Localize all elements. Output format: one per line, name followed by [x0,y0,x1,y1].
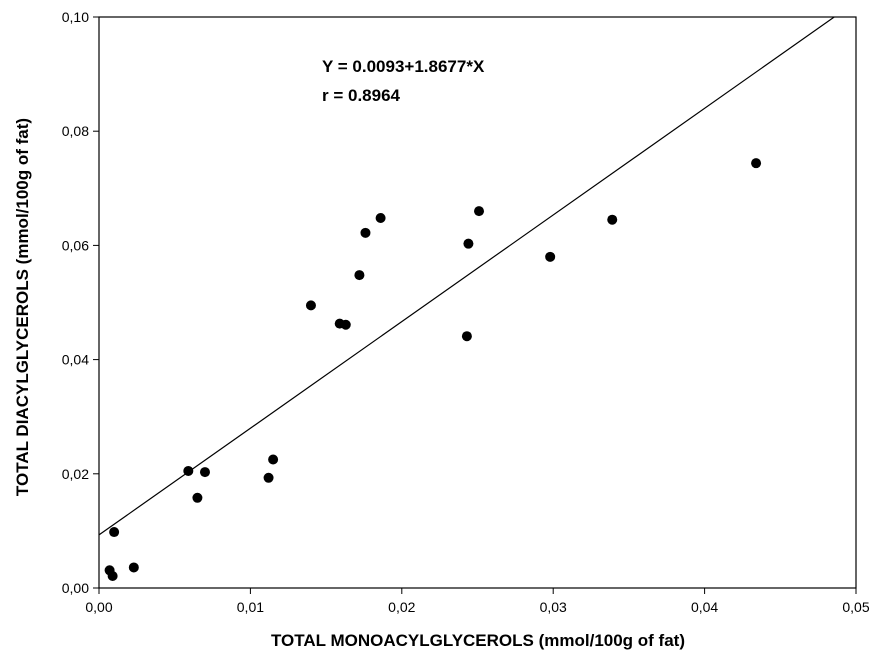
data-point [107,571,118,582]
data-point [128,562,139,573]
y-tick-label: 0,06 [62,237,89,253]
data-point [545,251,556,262]
data-point [192,492,203,503]
data-point [474,206,485,217]
data-point [360,227,371,238]
data-point [607,214,618,225]
regression-equation: Y = 0.0093+1.8677*X [322,57,485,76]
x-tick-label: 0,04 [691,599,718,615]
data-point [305,300,316,311]
data-point [268,454,279,465]
y-tick-label: 0,04 [62,352,89,368]
data-point [199,467,210,478]
data-point [463,238,474,249]
y-axis-title: TOTAL DIACYLGLYCEROLS (mmol/100g of fat) [13,118,32,496]
data-point [263,472,274,483]
data-point [354,270,365,281]
y-tick-label: 0,08 [62,123,89,139]
y-tick-label: 0,02 [62,466,89,482]
x-axis-title: TOTAL MONOACYLGLYCEROLS (mmol/100g of fa… [271,631,685,650]
data-point [375,212,386,223]
x-tick-label: 0,03 [540,599,567,615]
y-tick-label: 0,10 [62,9,89,25]
y-tick-label: 0,00 [62,580,89,596]
x-tick-label: 0,05 [842,599,869,615]
correlation-coefficient: r = 0.8964 [322,86,401,105]
data-point [183,465,194,476]
x-tick-label: 0,00 [85,599,112,615]
data-point [109,527,120,538]
data-point [340,319,351,330]
plot-frame [98,16,857,589]
data-point [461,331,472,342]
data-point [751,158,762,169]
regression-line [99,17,836,536]
plot-area: 0,00 0,01 0,02 0,03 0,04 0,05 0,00 0,02 0,04 0,06… [62,9,870,615]
x-tick-label: 0,01 [237,599,264,615]
x-tick-label: 0,02 [388,599,415,615]
